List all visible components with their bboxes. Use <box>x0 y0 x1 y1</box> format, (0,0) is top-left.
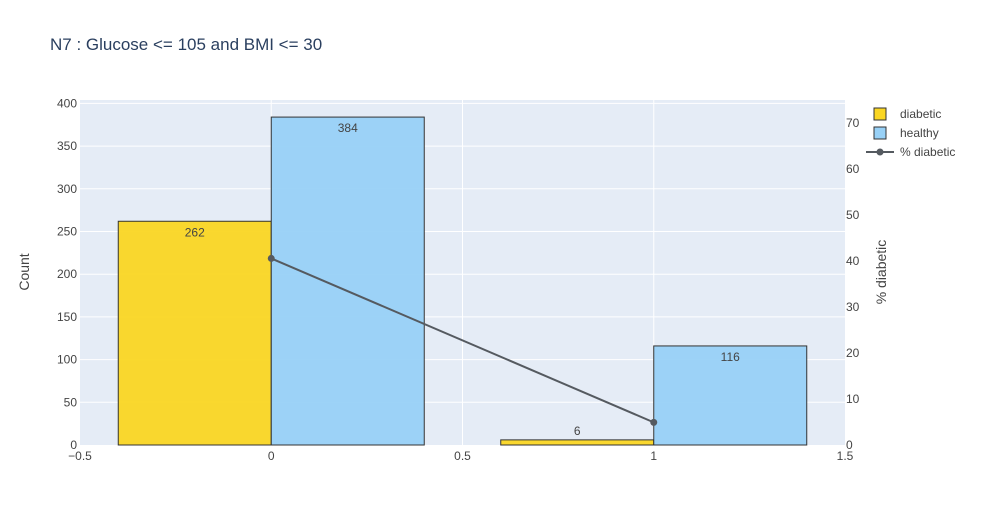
y-tick-label: 400 <box>57 96 77 110</box>
y2-tick-label: 70 <box>846 116 860 130</box>
y2-tick-label: 0 <box>846 438 853 452</box>
x-tick-label: 0 <box>268 449 275 463</box>
y2-tick-label: 50 <box>846 208 860 222</box>
chart-title: N7 : Glucose <= 105 and BMI <= 30 <box>50 35 322 54</box>
legend-swatch <box>873 107 887 121</box>
y2-tick-label: 20 <box>846 346 860 360</box>
y2-tick-label: 30 <box>846 300 860 314</box>
y-axis-label: Count <box>16 253 32 290</box>
legend-swatch <box>873 126 887 140</box>
x-tick-label: 1.5 <box>837 449 854 463</box>
bar-diabetic[interactable] <box>117 220 272 446</box>
bar-value-label: 384 <box>338 121 358 135</box>
legend[interactable]: diabetic healthy % diabetic <box>866 107 955 159</box>
y-tick-label: 250 <box>57 225 77 239</box>
x-tick-label: −0.5 <box>68 449 92 463</box>
bar-labels: 262 6 384 116 <box>185 121 740 438</box>
y2-tick-label: 10 <box>846 392 860 406</box>
y-tick-label: 200 <box>57 267 77 281</box>
legend-marker <box>876 148 884 156</box>
legend-label: healthy <box>900 126 939 140</box>
bar-value-label: 262 <box>185 225 205 239</box>
legend-label: % diabetic <box>900 145 955 159</box>
legend-item-healthy[interactable]: healthy <box>873 126 939 140</box>
y-tick-label: 300 <box>57 182 77 196</box>
y2-axis-ticks: 0 10 20 30 40 50 60 70 <box>846 116 860 452</box>
legend-item-diabetic[interactable]: % diabetic <box>866 145 955 159</box>
y-tick-label: 0 <box>70 438 77 452</box>
bar-healthy[interactable] <box>653 345 808 446</box>
x-axis-ticks: −0.5 0 0.5 1 1.5 <box>68 449 854 463</box>
bar-healthy[interactable] <box>270 116 425 446</box>
bars <box>117 116 808 446</box>
line-point[interactable] <box>650 418 658 426</box>
line-point[interactable] <box>267 254 275 262</box>
y-axis-ticks: 0 50 100 150 200 250 300 350 400 <box>57 96 77 452</box>
bar-value-label: 6 <box>574 424 581 438</box>
y-tick-label: 50 <box>64 395 78 409</box>
y2-tick-label: 40 <box>846 254 860 268</box>
bar-value-label: 116 <box>721 350 740 364</box>
y-tick-label: 350 <box>57 139 77 153</box>
bar-diabetic[interactable] <box>500 439 655 446</box>
y-tick-label: 100 <box>57 353 77 367</box>
y2-axis-label: % diabetic <box>873 240 889 305</box>
line-series <box>267 254 658 426</box>
line-diabetic <box>270 257 655 424</box>
x-tick-label: 1 <box>650 449 657 463</box>
x-tick-label: 0.5 <box>454 449 471 463</box>
legend-item-diabetic[interactable]: diabetic <box>873 107 941 121</box>
y2-tick-label: 60 <box>846 162 860 176</box>
legend-label: diabetic <box>900 107 941 121</box>
y-tick-label: 150 <box>57 310 77 324</box>
